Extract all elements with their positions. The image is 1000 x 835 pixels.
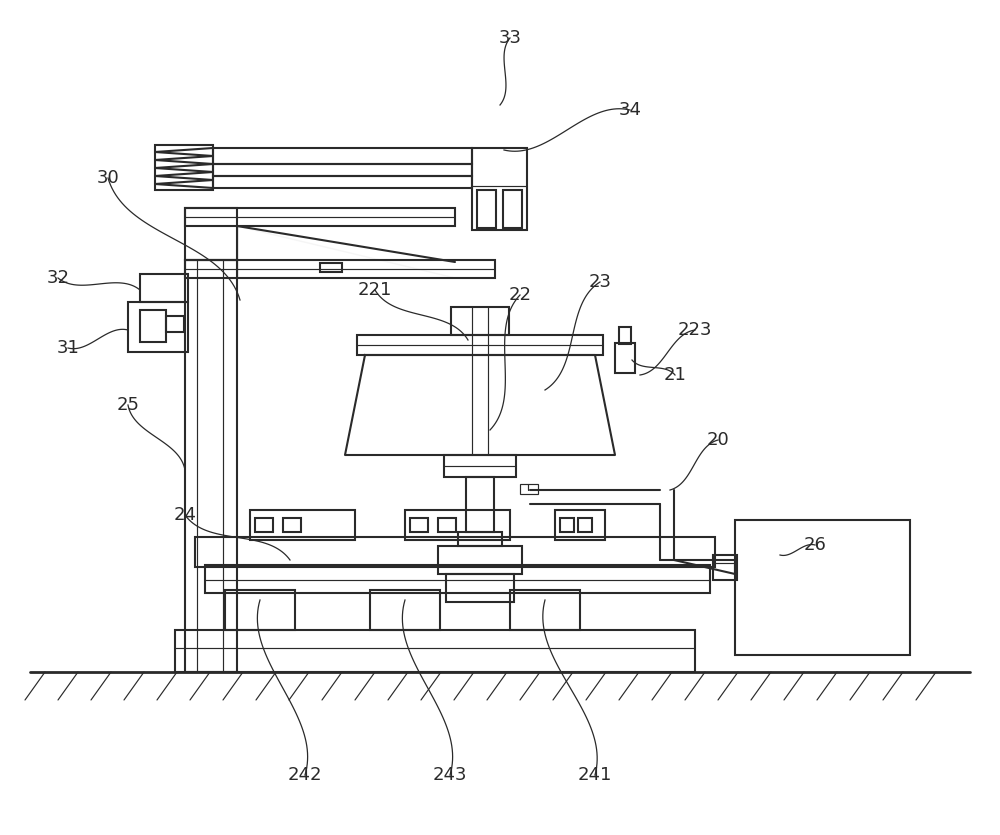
Bar <box>735 520 910 655</box>
Bar <box>438 546 522 574</box>
Bar <box>283 518 301 532</box>
Polygon shape <box>237 226 455 278</box>
Bar <box>225 590 295 630</box>
Bar <box>175 630 695 672</box>
Bar <box>555 510 605 540</box>
Bar <box>166 316 184 332</box>
Bar <box>477 190 496 228</box>
Text: 243: 243 <box>433 766 467 784</box>
Bar <box>128 302 188 352</box>
Bar <box>140 274 188 302</box>
Text: 21: 21 <box>664 366 686 384</box>
Bar <box>405 510 510 540</box>
Bar <box>213 176 472 188</box>
Text: 30: 30 <box>97 169 119 187</box>
Bar <box>451 307 509 335</box>
Bar <box>578 518 592 532</box>
Bar <box>185 260 237 672</box>
Bar <box>320 263 342 272</box>
Text: 33: 33 <box>498 29 522 47</box>
Bar <box>255 518 273 532</box>
Bar <box>185 260 495 278</box>
Bar <box>520 484 538 494</box>
Bar <box>503 190 522 228</box>
Bar <box>185 208 237 260</box>
Text: 34: 34 <box>618 101 642 119</box>
Bar <box>713 555 737 580</box>
Bar <box>444 455 516 477</box>
Bar <box>466 477 494 532</box>
Bar <box>213 164 472 176</box>
Bar <box>472 148 527 230</box>
Bar <box>195 537 715 567</box>
Bar <box>185 208 455 226</box>
Text: 223: 223 <box>678 321 712 339</box>
Bar <box>438 518 456 532</box>
Text: 221: 221 <box>358 281 392 299</box>
Text: 32: 32 <box>46 269 70 287</box>
Bar <box>370 590 440 630</box>
Bar <box>458 532 502 546</box>
Text: 22: 22 <box>509 286 532 304</box>
Text: 26: 26 <box>804 536 826 554</box>
Text: 20: 20 <box>707 431 729 449</box>
Text: 23: 23 <box>588 273 612 291</box>
Bar <box>140 310 166 342</box>
Bar <box>410 518 428 532</box>
Bar <box>357 335 603 355</box>
Bar <box>213 148 472 164</box>
Bar <box>619 327 631 344</box>
Bar <box>155 145 213 190</box>
Bar <box>250 510 355 540</box>
Bar <box>446 574 514 602</box>
Bar <box>205 565 710 593</box>
Text: 241: 241 <box>578 766 612 784</box>
Text: 24: 24 <box>174 506 196 524</box>
Text: 25: 25 <box>116 396 140 414</box>
Text: 31: 31 <box>57 339 79 357</box>
Bar <box>560 518 574 532</box>
Bar <box>510 590 580 630</box>
Bar <box>615 343 635 373</box>
Text: 242: 242 <box>288 766 322 784</box>
